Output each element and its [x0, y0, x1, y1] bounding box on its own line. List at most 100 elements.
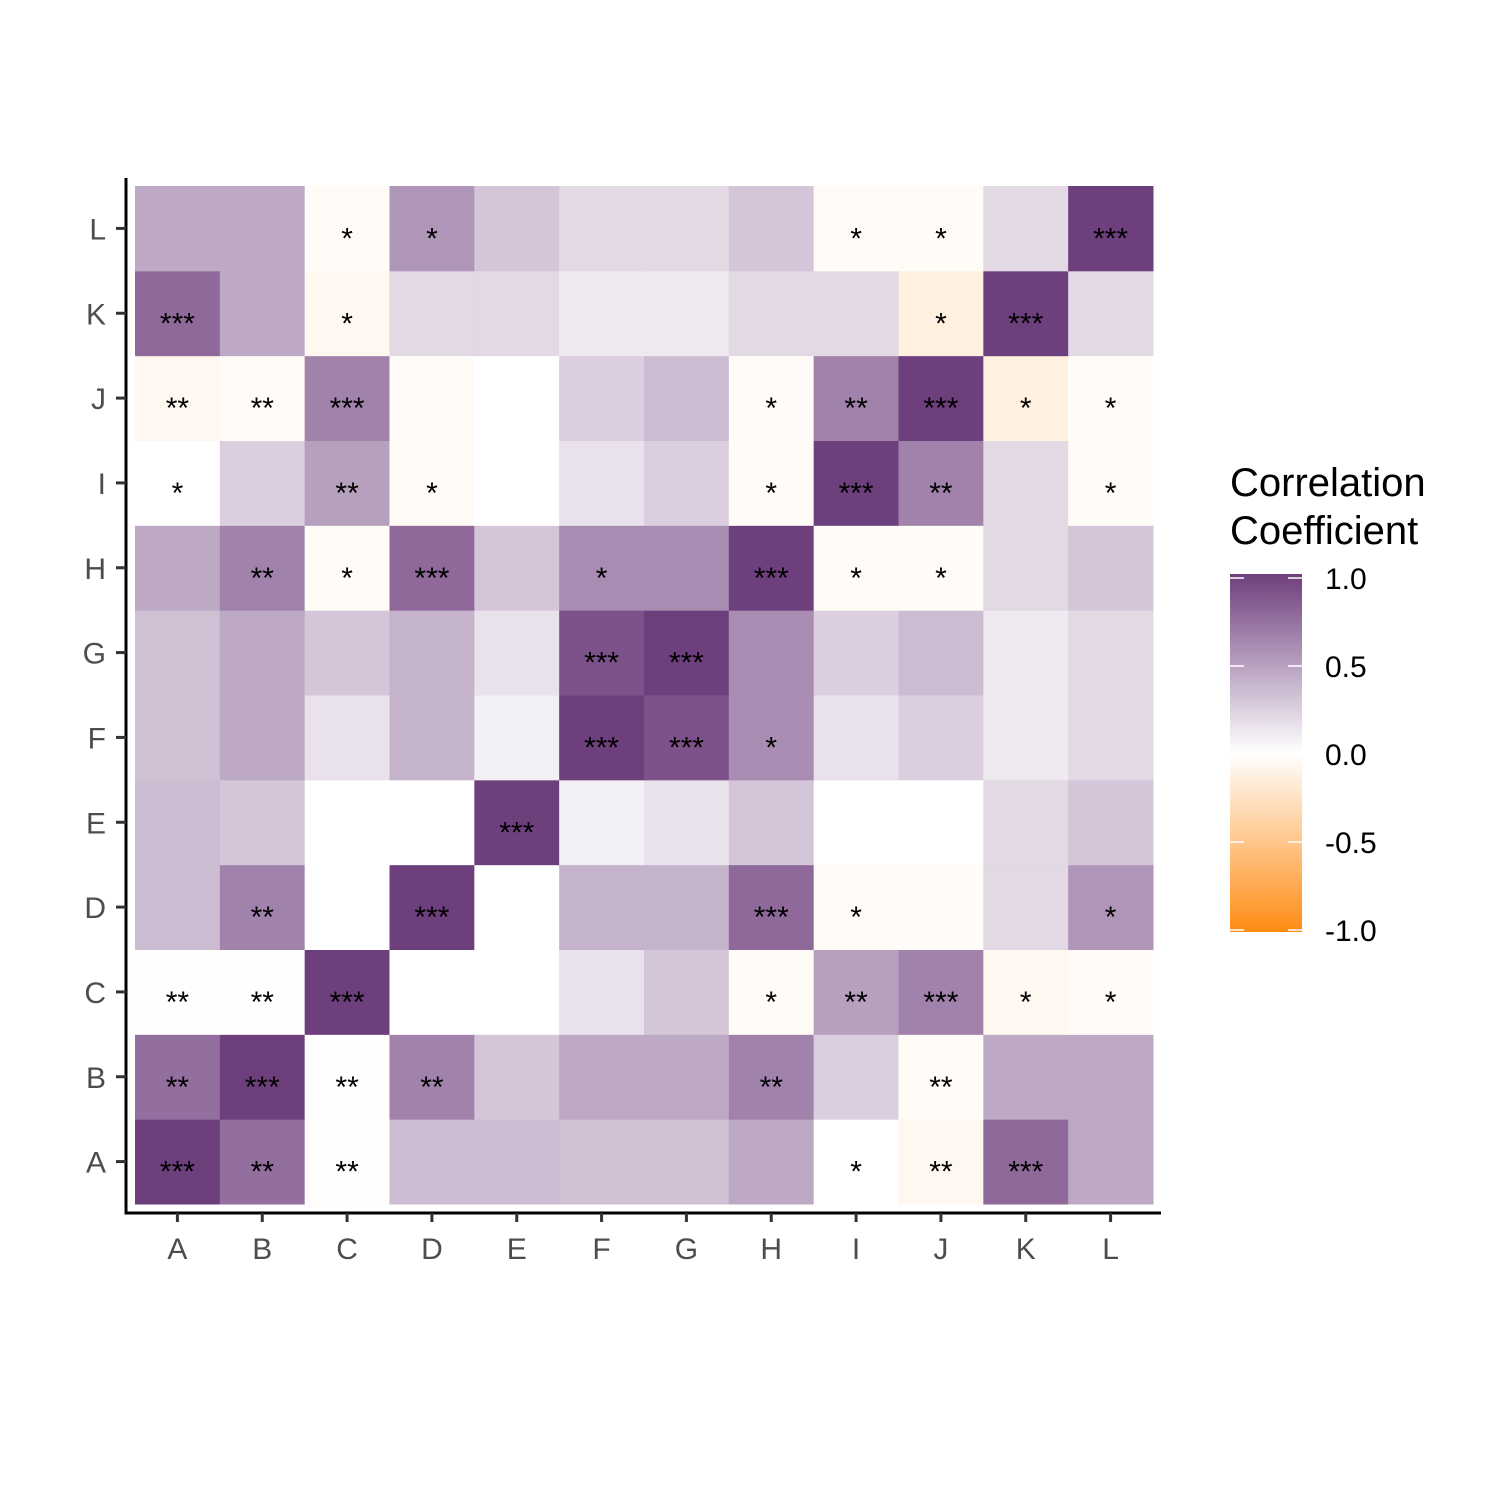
heatmap-cell-K-J — [898, 270, 984, 357]
heatmap-cell-B-K — [983, 1034, 1069, 1120]
significance-label-J-L: * — [1105, 392, 1117, 425]
heatmap-cell-K-E — [474, 270, 560, 357]
heatmap-cell-F-L — [1068, 695, 1154, 781]
heatmap-cell-G-H — [728, 610, 815, 696]
y-tick-label-J: J — [91, 383, 106, 416]
heatmap-cell-C-G — [644, 949, 730, 1035]
heatmap-cell-F-B — [219, 695, 306, 781]
significance-label-D-H: *** — [754, 901, 789, 934]
heatmap-cell-A-A — [135, 1119, 221, 1205]
heatmap-cell-J-D — [389, 355, 475, 441]
heatmap-cell-I-A — [135, 440, 221, 526]
heatmap-cell-E-I — [813, 779, 899, 866]
heatmap-cell-L-F — [559, 186, 645, 272]
heatmap-cell-F-G — [644, 695, 730, 781]
y-tick-label-F: F — [88, 722, 106, 755]
heatmap-cell-A-K — [983, 1119, 1069, 1205]
heatmap-cell-A-G — [644, 1119, 730, 1205]
significance-label-L-I: * — [850, 222, 862, 255]
significance-label-F-H: * — [765, 731, 777, 764]
legend-ticks: 1.0 0.5 0.0 -0.5 -1.0 — [1230, 563, 1377, 948]
significance-label-L-L: *** — [1093, 222, 1128, 255]
significance-label-B-D: ** — [420, 1071, 444, 1104]
significance-label-H-B: ** — [251, 562, 275, 595]
y-tick-label-I: I — [98, 468, 106, 501]
heatmap-cell-I-F — [559, 440, 645, 526]
significance-label-D-L: * — [1105, 901, 1117, 934]
heatmap-cell-I-K — [983, 440, 1069, 526]
significance-label-A-K: *** — [1008, 1156, 1043, 1189]
significance-label-I-J: ** — [929, 477, 953, 510]
heatmap-cell-D-F — [559, 864, 645, 950]
heatmap-cell-J-A — [135, 355, 221, 441]
significance-label-L-D: * — [426, 222, 438, 255]
heatmap-cell-H-I — [813, 525, 899, 611]
heatmap-cell-K-I — [813, 270, 899, 357]
heatmap-cell-K-D — [389, 270, 475, 357]
heatmap-cell-E-D — [389, 779, 475, 866]
heatmap-cell-J-G — [644, 355, 730, 441]
heatmap-cell-K-G — [644, 270, 730, 357]
heatmap-cell-K-L — [1068, 270, 1154, 357]
significance-label-I-C: ** — [335, 477, 359, 510]
y-tick-label-E: E — [86, 807, 106, 840]
significance-label-H-F: * — [596, 562, 608, 595]
heatmap-cell-L-H — [728, 186, 815, 272]
heatmap-cell-L-I — [813, 186, 899, 272]
heatmap-cell-F-D — [389, 695, 475, 781]
significance-label-K-C: * — [341, 307, 353, 340]
heatmap-cell-J-L — [1068, 355, 1154, 441]
significance-label-J-H: * — [765, 392, 777, 425]
heatmap-cell-G-D — [389, 610, 475, 696]
heatmap-cell-L-C — [304, 186, 390, 272]
heatmap-cell-H-D — [389, 525, 475, 611]
heatmap-cell-J-K — [983, 355, 1069, 441]
significance-label-B-C: ** — [335, 1071, 359, 1104]
heatmap-cell-K-K — [983, 270, 1069, 357]
heatmap-cell-G-E — [474, 610, 560, 696]
significance-label-I-H: * — [765, 477, 777, 510]
heatmap-cell-L-L — [1068, 186, 1154, 272]
heatmap-cell-E-A — [135, 779, 221, 866]
x-tick-label-B: B — [252, 1233, 272, 1266]
heatmap-cell-J-I — [813, 355, 899, 441]
significance-label-H-D: *** — [414, 562, 449, 595]
significance-label-G-F: *** — [584, 647, 619, 680]
heatmap-cell-I-I — [813, 440, 899, 526]
x-tick-label-I: I — [852, 1233, 860, 1266]
heatmap-cell-H-F — [559, 525, 645, 611]
x-tick-label-K: K — [1016, 1233, 1036, 1266]
heatmap-cell-L-G — [644, 186, 730, 272]
heatmap-cell-E-F — [559, 779, 645, 866]
y-tick-label-B: B — [86, 1062, 106, 1095]
significance-label-B-B: *** — [245, 1071, 280, 1104]
y-tick-label-G: G — [83, 638, 106, 671]
heatmap-cell-B-A — [135, 1034, 221, 1120]
heatmap-cell-G-C — [304, 610, 390, 696]
heatmap-cell-L-B — [219, 186, 306, 272]
heatmap-cell-C-B — [219, 949, 306, 1035]
heatmap-cell-H-E — [474, 525, 560, 611]
heatmap-cell-I-C — [304, 440, 390, 526]
heatmap-cell-E-J — [898, 779, 984, 866]
significance-label-C-C: *** — [330, 986, 365, 1019]
significance-label-G-G: *** — [669, 647, 704, 680]
significance-label-J-B: ** — [251, 392, 275, 425]
heatmap-cells — [135, 186, 1154, 1205]
significance-label-E-E: *** — [499, 816, 534, 849]
heatmap-cell-E-K — [983, 779, 1069, 866]
heatmap-cell-J-H — [728, 355, 815, 441]
x-tick-label-G: G — [675, 1233, 698, 1266]
significance-label-I-D: * — [426, 477, 438, 510]
heatmap-cell-L-E — [474, 186, 560, 272]
heatmap-cell-C-D — [389, 949, 475, 1035]
heatmap-cell-L-D — [389, 186, 475, 272]
heatmap-cell-A-E — [474, 1119, 560, 1205]
heatmap-cell-B-L — [1068, 1034, 1154, 1120]
heatmap-cell-C-L — [1068, 949, 1154, 1035]
significance-label-I-L: * — [1105, 477, 1117, 510]
heatmap-cell-B-E — [474, 1034, 560, 1120]
heatmap-cell-H-A — [135, 525, 221, 611]
significance-label-A-C: ** — [335, 1156, 359, 1189]
